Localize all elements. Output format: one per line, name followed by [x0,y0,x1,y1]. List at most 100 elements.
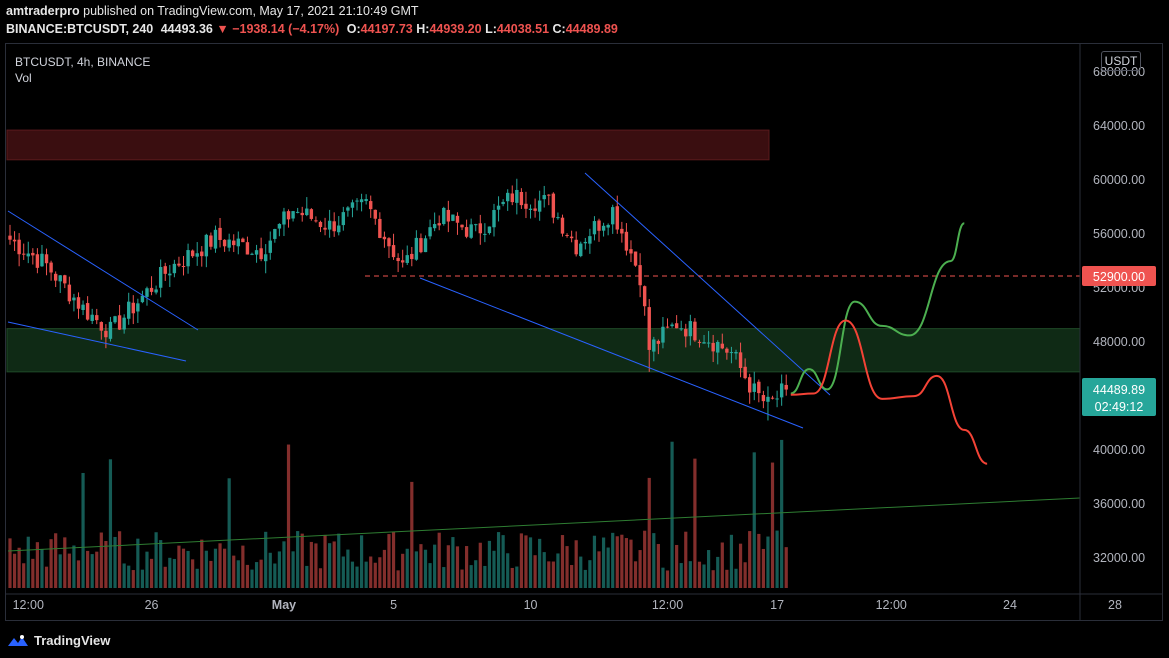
volume-bar [396,570,400,588]
candle-body [158,267,163,288]
candle-body [273,229,277,239]
candle-body [501,201,505,205]
volume-bar [223,548,227,588]
volume-bar [26,536,30,588]
volume-bar [620,534,624,588]
candle-body [136,303,140,312]
volume-bar [268,552,272,588]
candle-body [492,210,496,228]
legend-title[interactable]: BTCUSDT, 4h, BINANCE [15,55,151,69]
candle-body [432,224,437,229]
candle-body [309,209,314,219]
candle-body [515,189,519,203]
candle-body [359,199,364,203]
candle-body [291,211,295,219]
volume-bar [67,553,71,588]
volume-bar [738,543,743,588]
candle-body [670,324,674,327]
candle-body [611,207,615,225]
x-tick-label: 24 [1003,598,1017,612]
volume-bar [784,547,788,588]
volume-bar [159,540,163,588]
volume-bar [213,548,218,588]
volume-bar [177,545,181,588]
symbol-line: BINANCE:BTCUSDT, 240 [6,22,154,36]
candle-body [300,212,304,216]
candle-body [428,227,432,237]
candle-body [195,253,199,257]
volume-bar [31,558,35,588]
candle-body [350,202,355,208]
y-tick-label: 36000.00 [1093,497,1145,511]
x-tick-label: 12:00 [13,598,44,612]
volume-bar [528,537,533,588]
candle-body [419,238,423,253]
chart-legend: BTCUSDT, 4h, BINANCE Vol [15,54,150,86]
candle-body [679,328,683,330]
volume-bar [560,535,565,588]
volume-bar [633,561,638,588]
candle-body [145,288,149,297]
candle-body [204,234,209,257]
volume-bar [108,459,113,588]
candle-body [414,237,419,260]
price-chart[interactable]: 32000.0036000.0040000.0044000.0048000.00… [0,0,1169,624]
candle-body [747,377,752,393]
volume-bar [204,550,208,588]
candle-body [784,384,788,390]
candle-body [58,275,62,282]
volume-bar [538,538,542,588]
volume-bar [570,565,574,588]
tradingview-brand: TradingView [34,633,111,648]
last-price-tag [1082,378,1156,416]
candle-body [442,207,446,225]
candle-body [729,352,734,354]
candle-body [286,211,291,220]
candle-body [469,224,473,238]
candle-body [770,397,775,399]
candle-body [154,289,158,293]
volume-bar [122,563,126,588]
publisher-name[interactable]: amtraderpro [6,4,80,18]
volume-bar [743,562,747,588]
trendline [584,172,831,396]
currency-button[interactable]: USDT [1101,51,1141,71]
volume-bar [702,564,706,588]
volume-bar [597,551,601,588]
volume-bar [766,536,770,588]
candle-body [8,235,12,240]
candle-body [76,297,81,309]
candle-body [391,245,396,258]
volume-bar [136,538,140,588]
candle-body [405,255,409,263]
footer-bar: TradingView [0,624,1169,658]
candle-body [725,348,729,353]
candle-body [387,238,391,247]
volume-bar [638,550,642,588]
volume-bar [729,534,734,588]
legend-volume[interactable]: Vol [15,71,32,85]
volume-bar [524,535,528,588]
volume-bar [469,565,473,588]
candle-body [565,234,569,236]
down-arrow-icon: ▼ [216,22,229,36]
volume-bar [656,544,660,588]
volume-bar [478,542,482,588]
volume-bar [496,532,501,588]
candle-body [113,316,117,323]
candle-body [542,195,546,200]
candle-body [332,221,336,232]
x-tick-label: 5 [390,598,397,612]
candle-body [597,220,601,231]
volume-bar [748,531,752,588]
candle-body [706,342,711,344]
volume-bar [99,532,103,588]
volume-bar [86,550,90,588]
volume-bar [588,560,592,588]
green-projection-curve [790,222,965,395]
tradingview-logo[interactable]: TradingView [7,633,110,648]
candle-body [181,266,186,268]
volume-bar [328,543,332,588]
volume-bar [350,561,355,588]
volume-bar [168,557,172,588]
